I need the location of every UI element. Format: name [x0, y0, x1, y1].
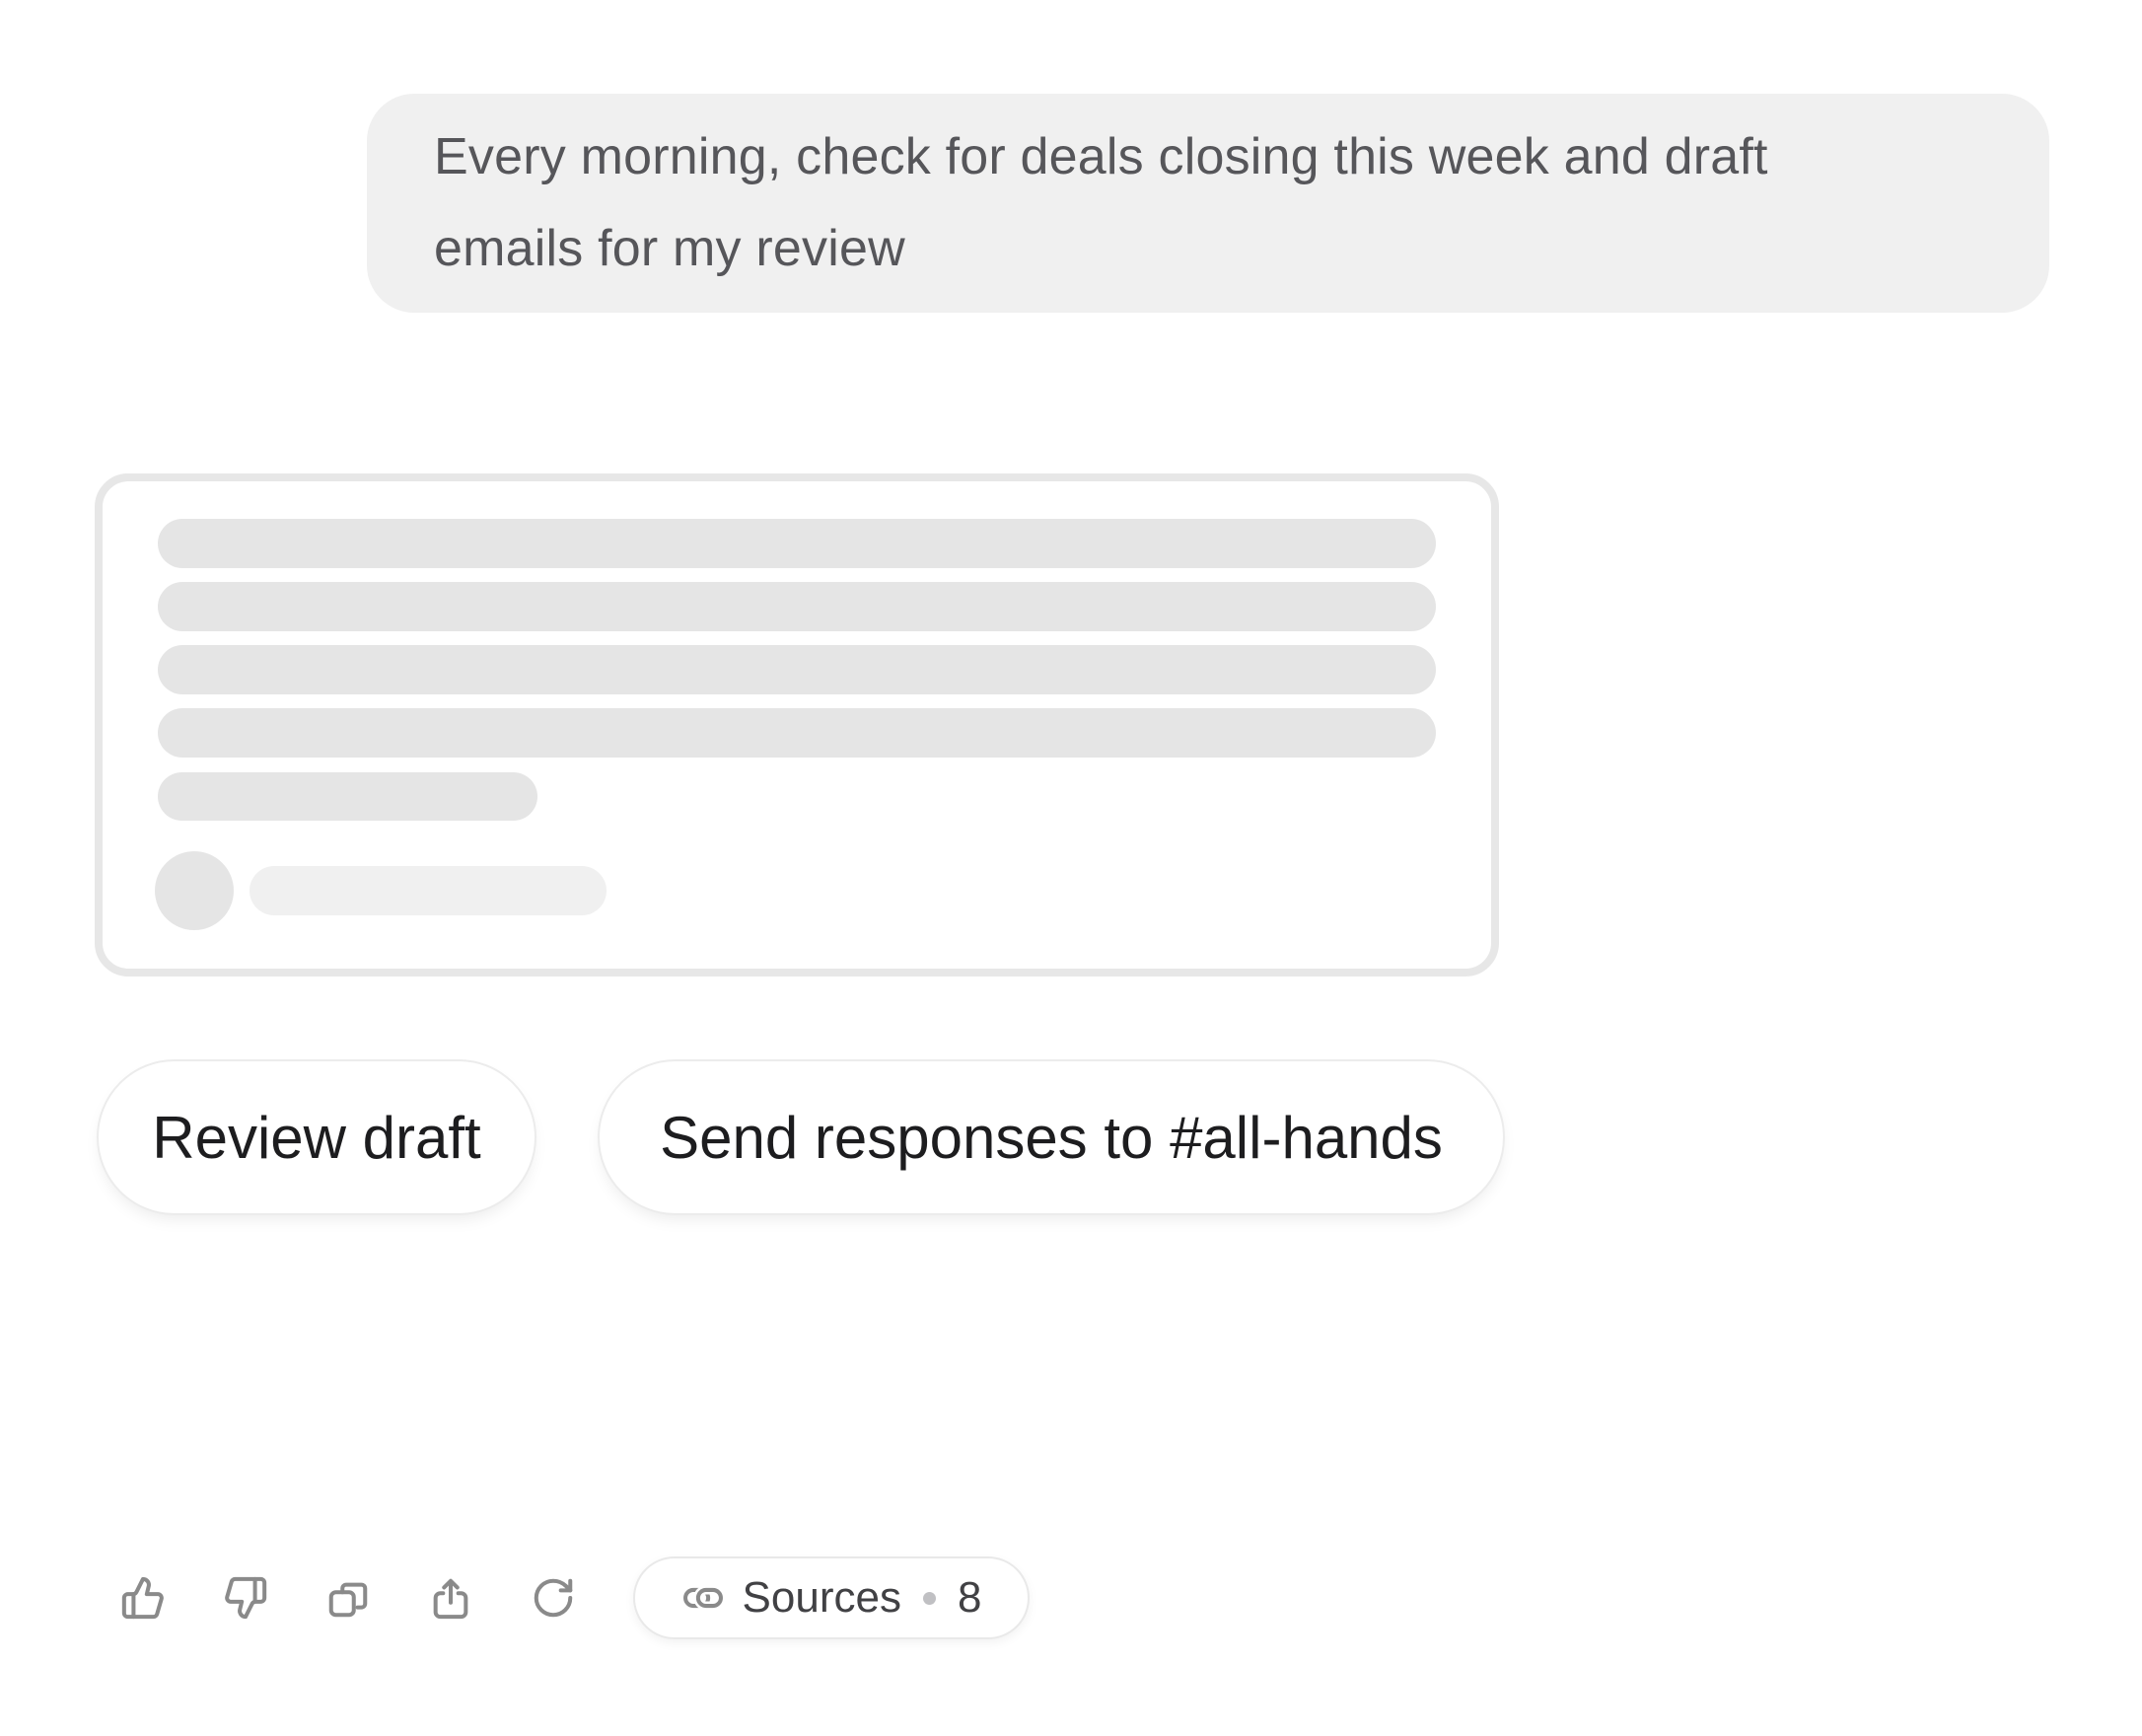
- copy-icon: [325, 1575, 371, 1621]
- skeleton-line: [158, 645, 1436, 694]
- retry-button[interactable]: [531, 1575, 576, 1621]
- share-button[interactable]: [428, 1575, 473, 1621]
- skeleton-line: [158, 582, 1436, 631]
- skeleton-line: [158, 708, 1436, 758]
- review-draft-button[interactable]: Review draft: [97, 1059, 536, 1215]
- retry-icon: [531, 1575, 576, 1621]
- skeleton-line-short: [158, 772, 537, 821]
- thumbs-up-icon: [120, 1575, 166, 1621]
- message-toolbar: Sources 8: [120, 1556, 1030, 1639]
- link-icon: [681, 1576, 725, 1620]
- thumbs-down-button[interactable]: [223, 1575, 268, 1621]
- sources-label: Sources: [742, 1573, 901, 1622]
- user-message-bubble: Every morning, check for deals closing t…: [367, 94, 2049, 313]
- skeleton-line: [158, 519, 1436, 568]
- dot-separator: [922, 1591, 936, 1605]
- review-draft-label: Review draft: [152, 1104, 481, 1171]
- share-icon: [428, 1575, 473, 1621]
- thumbs-down-icon: [223, 1575, 268, 1621]
- copy-button[interactable]: [325, 1575, 371, 1621]
- sources-button[interactable]: Sources 8: [633, 1556, 1030, 1639]
- send-responses-button[interactable]: Send responses to #all-hands: [598, 1059, 1505, 1215]
- send-responses-label: Send responses to #all-hands: [660, 1104, 1443, 1171]
- assistant-skeleton-card: [95, 473, 1499, 976]
- skeleton-line-light: [250, 866, 607, 915]
- sources-count: 8: [957, 1573, 982, 1622]
- skeleton-avatar: [155, 851, 234, 930]
- user-message-text: Every morning, check for deals closing t…: [434, 128, 1768, 277]
- thumbs-up-button[interactable]: [120, 1575, 166, 1621]
